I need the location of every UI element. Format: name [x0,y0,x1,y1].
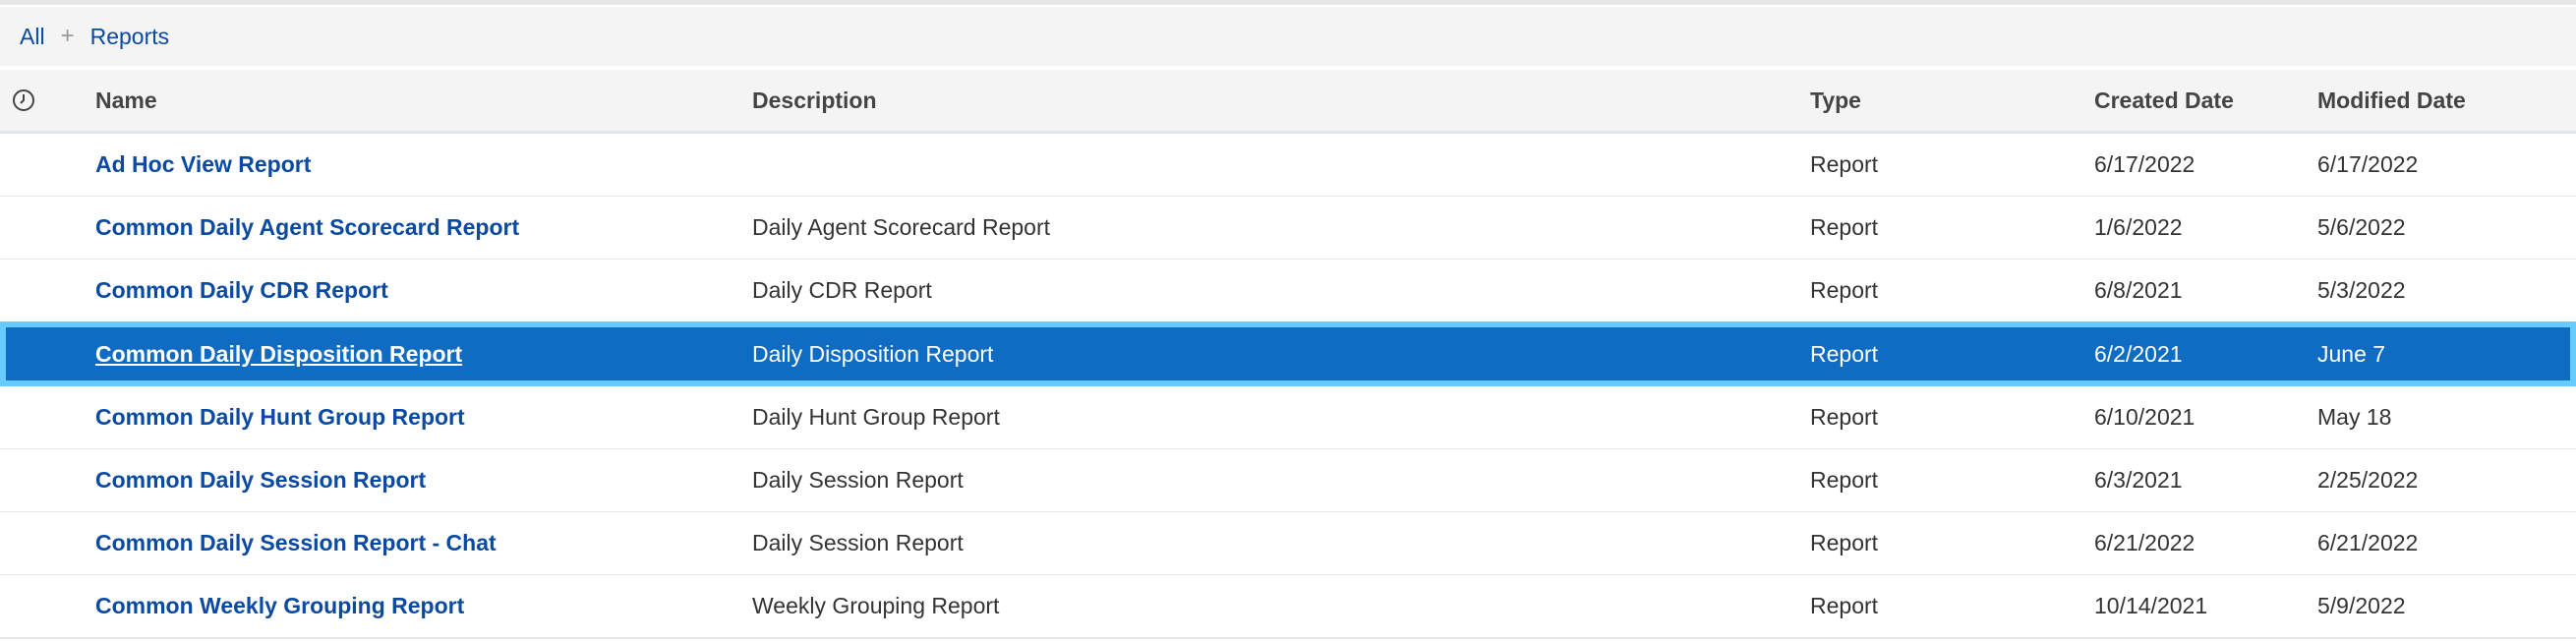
report-name-link[interactable]: Common Daily Session Report [95,467,427,493]
breadcrumb-reports[interactable]: Reports [89,23,170,49]
modified-date: 6/21/2022 [2317,530,2419,555]
column-header-created-date[interactable]: Created Date [2094,87,2234,113]
table-row[interactable]: Common Daily CDR Report Daily CDR Report R… [0,260,2576,323]
report-type: Report [1810,404,1879,430]
modified-date: 5/9/2022 [2317,593,2406,618]
created-date: 1/6/2022 [2094,214,2183,240]
column-header-name[interactable]: Name [95,87,157,113]
report-name-link[interactable]: Ad Hoc View Report [95,151,312,177]
created-date: 6/10/2021 [2094,404,2195,430]
table-header: Name Description Type Created Date Modif… [0,70,2576,134]
column-header-type[interactable]: Type [1810,87,1861,113]
report-description: Weekly Grouping Report [752,593,1000,618]
table-row[interactable]: Common Daily Agent Scorecard Report Daily… [0,197,2576,261]
report-description: Daily Session Report [752,530,964,555]
report-type: Report [1810,530,1879,555]
created-date: 6/21/2022 [2094,530,2195,555]
report-name-link[interactable]: Common Daily Session Report - Chat [95,530,497,555]
report-name-link[interactable]: Common Daily CDR Report [95,277,388,303]
table-row[interactable]: Common Daily Disposition Report Daily Dis… [0,321,2576,386]
breadcrumb-all[interactable]: All [20,23,45,49]
report-description: Daily Session Report [752,467,964,493]
report-name-link[interactable]: Common Daily Disposition Report [95,340,463,367]
report-type: Report [1810,277,1879,303]
modified-date: 6/17/2022 [2317,151,2419,177]
report-description: Daily Disposition Report [752,340,994,367]
created-date: 10/14/2021 [2094,593,2208,618]
created-date: 6/3/2021 [2094,467,2183,493]
modified-date: 5/3/2022 [2317,277,2406,303]
modified-date: June 7 [2317,340,2386,367]
modified-date: May 18 [2317,404,2392,430]
breadcrumb: All + Reports [0,7,2576,66]
table-row[interactable]: Common Weekly Grouping Report Weekly Grou… [0,575,2576,639]
created-date: 6/17/2022 [2094,151,2195,177]
table-row[interactable]: Common Daily Hunt Group Report Daily Hunt… [0,386,2576,450]
report-description: Daily CDR Report [752,277,932,303]
report-type: Report [1810,340,1879,367]
clock-icon[interactable] [12,70,37,131]
top-divider [0,0,2576,5]
table-row[interactable]: Common Daily Session Report Daily Session… [0,449,2576,513]
table-row[interactable]: Ad Hoc View Report Report 6/17/2022 6/17/20… [0,134,2576,198]
report-description: Daily Hunt Group Report [752,404,1000,430]
report-type: Report [1810,214,1879,240]
report-name-link[interactable]: Common Daily Agent Scorecard Report [95,214,520,240]
report-name-link[interactable]: Common Weekly Grouping Report [95,593,465,618]
column-header-modified-date[interactable]: Modified Date [2317,87,2466,113]
report-description: Daily Agent Scorecard Report [752,214,1050,240]
report-type: Report [1810,593,1879,618]
created-date: 6/2/2021 [2094,340,2183,367]
modified-date: 5/6/2022 [2317,214,2406,240]
report-type: Report [1810,467,1879,493]
breadcrumb-separator: + [60,23,75,49]
column-header-description[interactable]: Description [752,87,877,113]
report-type: Report [1810,151,1879,177]
created-date: 6/8/2021 [2094,277,2183,303]
modified-date: 2/25/2022 [2317,467,2419,493]
report-name-link[interactable]: Common Daily Hunt Group Report [95,404,465,430]
table-row[interactable]: Common Daily Session Report - Chat Daily … [0,512,2576,576]
